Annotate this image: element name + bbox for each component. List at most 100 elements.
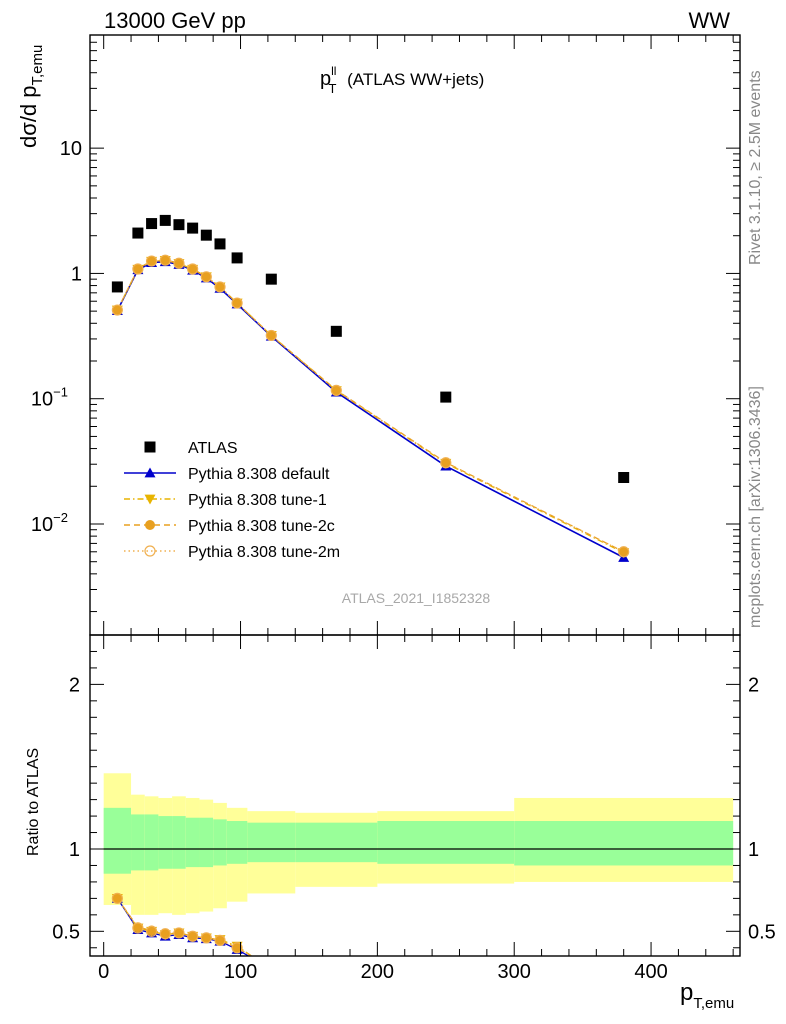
data-point-atlas: [265, 273, 277, 285]
ratio-line-pythia-8-308-default: [116, 898, 250, 956]
ratio-point-pythia-8-308-tune-2c: [187, 931, 198, 942]
ratio-band-inner: [144, 814, 159, 871]
data-point-pythia-8-308-tune-2c: [201, 271, 212, 282]
x-axis-label-sub: T,emu: [693, 995, 734, 1012]
ratio-band-inner: [131, 814, 145, 871]
ratio-y-tick-label-left: 2: [69, 674, 80, 696]
data-point-pythia-8-308-tune-2m: [132, 263, 144, 275]
data-point-atlas: [111, 281, 123, 293]
data-point-atlas: [618, 472, 630, 484]
data-point-pythia-8-308-tune-2c: [331, 385, 342, 396]
ratio-point-pythia-8-308-tune-2c: [160, 928, 171, 939]
data-point-pythia-8-308-tune-2c: [160, 254, 171, 265]
data-point-pythia-8-308-tune-2m: [173, 257, 185, 269]
y-axis-label-main: dσ/d p: [16, 85, 41, 148]
ratio-band-inner: [226, 821, 248, 864]
ratio-y-axis-label: Ratio to ATLAS: [25, 748, 42, 856]
data-point-atlas: [231, 252, 243, 264]
data-point-atlas: [132, 227, 144, 239]
ratio-point-pythia-8-308-tune-2c: [201, 932, 212, 943]
ratio-point-pythia-8-308-tune-2m: [231, 942, 243, 954]
y-tick-label: 10: [60, 138, 82, 160]
ratio-plot-frame: [89, 634, 741, 957]
data-point-pythia-8-308-tune-2c: [232, 298, 243, 309]
ratio-point-pythia-8-308-tune-2m: [145, 925, 158, 937]
data-point-pythia-8-308-tune-2c: [146, 255, 157, 266]
x-tick-label: 400: [634, 961, 667, 983]
legend-marker-pythia-8-308-tune-1: [144, 494, 156, 505]
ratio-point-pythia-8-308-tune-2c: [173, 927, 184, 938]
x-tick-label: 0: [98, 961, 109, 983]
ratio-series-group: [111, 892, 253, 956]
ratio-y-tick-label-right: 2: [748, 674, 759, 696]
ratio-band-inner: [377, 821, 515, 864]
x-tick-label: 200: [361, 961, 394, 983]
ratio-point-pythia-8-308-tune-2c: [112, 893, 123, 904]
plot-title: pll T (ATLAS WW+jets): [320, 64, 484, 96]
rivet-label: Rivet 3.1.10, ≥ 2.5M events: [747, 70, 764, 265]
data-point-atlas: [440, 391, 452, 403]
y-axis-label: dσ/d pT,emu: [16, 45, 46, 148]
ratio-band-inner: [295, 822, 378, 863]
data-point-pythia-8-308-tune-2c: [215, 281, 225, 292]
ratio-point-pythia-8-308-tune-2c: [232, 942, 243, 953]
legend-marker-pythia-8-308-default: [144, 467, 156, 478]
ratio-point-pythia-8-308-tune-2m: [159, 928, 171, 940]
data-point-pythia-8-308-tune-2c: [173, 258, 184, 269]
y-tick-label-exp: −2: [53, 510, 68, 525]
data-point-atlas: [200, 229, 212, 241]
y-tick-label: 10−1: [31, 385, 68, 411]
ratio-point-pythia-8-308-tune-2c: [132, 922, 143, 933]
ratio-y-tick-label-right: 0.5: [748, 921, 776, 943]
data-point-pythia-8-308-tune-2c: [440, 457, 451, 468]
data-point-atlas: [330, 325, 342, 337]
data-point-pythia-8-308-tune-2c: [187, 263, 198, 274]
ratio-plot-series: [111, 892, 253, 956]
ratio-point-pythia-8-308-tune-2c: [215, 935, 225, 946]
data-point-pythia-8-308-tune-2m: [231, 297, 243, 309]
legend-marker-pythia-8-308-tune-2m: [144, 545, 156, 557]
y-tick-label-base: 10: [31, 514, 53, 536]
plot-title-rest: (ATLAS WW+jets): [342, 70, 484, 89]
data-point-pythia-8-308-tune-2c: [132, 263, 143, 274]
ratio-uncertainty-bands: [103, 773, 734, 915]
ratio-point-pythia-8-308-tune-2m: [200, 932, 212, 944]
y-tick-label: 10−2: [31, 510, 68, 536]
data-point-pythia-8-308-tune-2c: [266, 330, 277, 341]
ratio-y-tick-label-left: 1: [69, 839, 80, 861]
ratio-point-pythia-8-308-tune-2m: [132, 922, 144, 934]
ratio-y-tick-label-right: 1: [748, 839, 759, 861]
process-label: WW: [688, 8, 730, 33]
data-point-pythia-8-308-tune-2c: [112, 305, 123, 316]
data-point-pythia-8-308-tune-2m: [145, 255, 158, 267]
legend-marker-pythia-8-308-tune-2c: [145, 520, 155, 530]
plot-title-sub: T: [328, 81, 336, 96]
data-point-pythia-8-308-tune-2m: [159, 254, 171, 266]
data-point-atlas: [214, 238, 226, 250]
ratio-point-pythia-8-308-tune-2m: [111, 892, 123, 904]
ratio-band-inner: [172, 816, 186, 869]
data-point-atlas: [146, 218, 158, 230]
y-tick-label-exp: −1: [53, 385, 68, 400]
plot-title-sup: ll: [331, 64, 336, 78]
ratio-plot-panel: 0.5 0.5 1 1 2 2 0 100 200 300 400 Ratio to ATLAS p…: [25, 634, 776, 1012]
analysis-watermark: ATLAS_2021_I1852328: [342, 590, 491, 606]
x-tick-label: 300: [498, 961, 531, 983]
main-plot-series: [111, 214, 630, 562]
ratio-band-inner: [185, 817, 200, 868]
x-tick-label: 100: [224, 961, 257, 983]
legend-label-atlas: ATLAS: [188, 440, 238, 457]
data-point-pythia-8-308-tune-2m: [265, 329, 277, 342]
mcplots-label: mcplots.cern.ch [arXiv:1306.3436]: [747, 386, 764, 628]
ratio-band-inner: [103, 807, 132, 874]
legend-label-pythia-8-308-default: Pythia 8.308 default: [188, 466, 330, 483]
ratio-band-inner: [158, 816, 173, 869]
ratio-point-pythia-8-308-tune-2c: [146, 925, 157, 936]
data-point-atlas: [187, 222, 199, 234]
legend-label-pythia-8-308-tune-2m: Pythia 8.308 tune-2m: [188, 544, 340, 561]
data-point-atlas: [159, 214, 171, 226]
x-axis-label-main: p: [680, 979, 693, 1006]
legend-label-pythia-8-308-tune-1: Pythia 8.308 tune-1: [188, 492, 327, 509]
legend: ATLAS Pythia 8.308 default Pythia 8.308 tu…: [124, 440, 340, 561]
